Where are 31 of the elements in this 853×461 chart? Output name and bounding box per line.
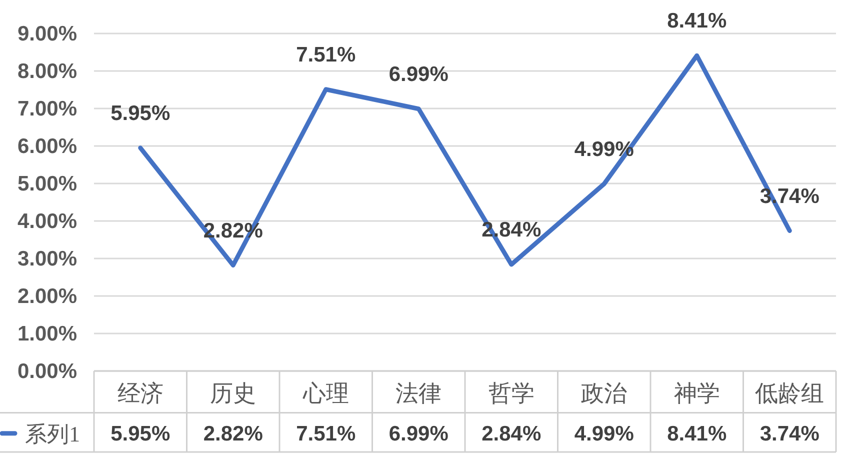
y-tick-label: 0.00% — [17, 360, 78, 382]
y-tick-label: 4.00% — [17, 210, 78, 232]
x-tick-label: 心理 — [302, 380, 349, 406]
x-tick-label: 法律 — [396, 380, 442, 406]
text: 6.99% — [388, 62, 448, 86]
data-label: 3.74% — [760, 422, 820, 445]
data-label: 4.99% — [574, 422, 634, 445]
x-tick-label: 哲学 — [488, 380, 534, 406]
x-tick-label: 历史 — [210, 380, 256, 406]
x-tick-label: 神学 — [674, 380, 720, 406]
x-tick-label: 低龄组 — [755, 380, 824, 406]
y-tick-label: 3.00% — [17, 247, 78, 270]
y-tick-label: 8.00% — [17, 60, 78, 82]
y-tick-label: 6.00% — [17, 134, 78, 158]
y-tick-label: 1.00% — [17, 322, 78, 345]
data-label: 6.99% — [388, 422, 449, 445]
data-label: 7.51% — [296, 422, 356, 445]
data-label: 8.41% — [667, 422, 727, 445]
x-tick-label: 政治 — [581, 380, 628, 406]
text: 8.41% — [667, 9, 727, 32]
y-tick-label: 2.00% — [17, 284, 78, 308]
text: 7.51% — [296, 42, 356, 66]
data-label: 2.84% — [482, 422, 542, 445]
y-tick-label: 5.00% — [17, 172, 78, 195]
y-tick-label: 7.00% — [17, 97, 78, 120]
data-label: 2.82% — [203, 422, 264, 445]
data-label: 5.95% — [110, 422, 170, 445]
text: 5.95% — [110, 101, 170, 124]
x-tick-label: 经济 — [117, 380, 164, 406]
legend-label: 系列1 — [25, 420, 80, 446]
y-tick-label: 9.00% — [17, 22, 78, 45]
